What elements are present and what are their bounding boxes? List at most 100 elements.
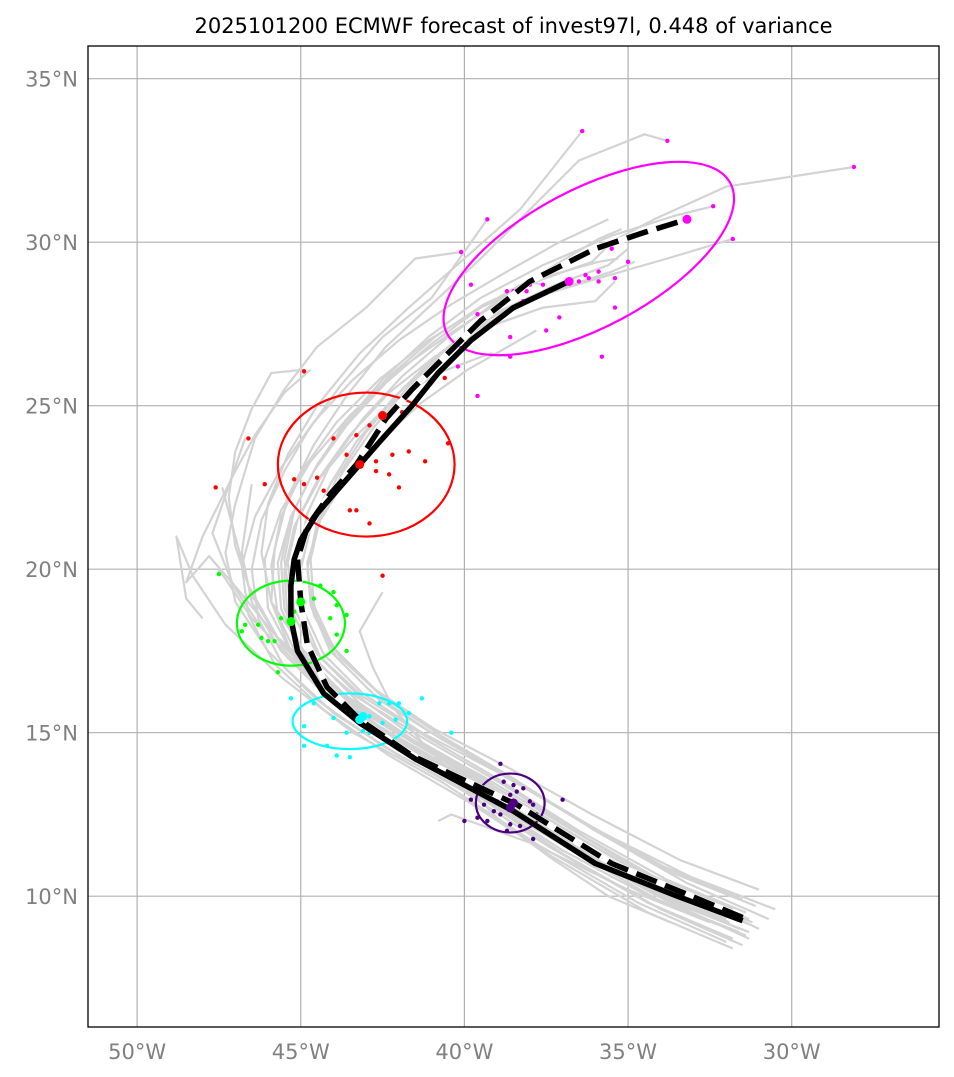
- uncertainty-ellipses: [235, 160, 736, 834]
- ensemble-position-point: [498, 761, 503, 766]
- ensemble-position-point: [301, 369, 307, 374]
- ensemble-position-point: [360, 728, 366, 734]
- ensemble-position-point: [625, 259, 631, 265]
- x-tick-label: 35°W: [599, 1040, 657, 1064]
- ensemble-position-point: [530, 802, 536, 807]
- ensemble-position-point: [730, 236, 735, 242]
- uncertainty-ellipse: [291, 692, 409, 751]
- ensemble-position-point: [367, 423, 372, 428]
- mean-position-marker: [682, 214, 692, 224]
- uncertainty-ellipse: [442, 160, 736, 357]
- ensemble-position-point: [504, 289, 510, 294]
- x-tick-label: 50°W: [108, 1040, 166, 1064]
- ensemble-position-point: [321, 488, 326, 493]
- ensemble-position-point: [599, 354, 605, 359]
- ensemble-position-point: [468, 282, 474, 287]
- ensemble-track: [358, 591, 672, 924]
- ensemble-position-point: [468, 797, 474, 802]
- mean-position-marker: [286, 617, 296, 627]
- ensemble-position-point: [331, 589, 336, 595]
- ensemble-position-point: [318, 583, 323, 588]
- mean-position-marker: [378, 411, 388, 421]
- ensemble-position-point: [377, 701, 382, 706]
- ensemble-position-point: [514, 789, 519, 794]
- ensemble-position-point: [458, 249, 464, 255]
- ensemble-position-point: [275, 670, 281, 675]
- ensemble-track: [175, 535, 727, 944]
- ensemble-position-point: [216, 571, 222, 577]
- ensemble-position-point: [396, 485, 402, 490]
- y-tick-label: 25°N: [25, 395, 78, 419]
- ensemble-position-point: [508, 792, 513, 798]
- ensemble-position-point: [422, 459, 428, 464]
- plot-frame: [87, 45, 940, 1028]
- ensemble-position-point: [301, 723, 307, 729]
- ensemble-position-point: [311, 596, 317, 601]
- ensemble-position-point: [386, 472, 392, 477]
- ensemble-position-point: [292, 477, 297, 482]
- ensemble-position-point: [242, 622, 248, 627]
- ensemble-position-point: [501, 779, 506, 784]
- ensemble-position-point: [557, 315, 562, 320]
- uncertainty-ellipse: [276, 391, 456, 538]
- ensemble-position-point: [527, 799, 533, 804]
- ensemble-position-point: [596, 269, 601, 274]
- ensemble-position-point: [367, 521, 372, 526]
- uncertainty-ellipse: [474, 772, 546, 834]
- ensemble-position-point: [530, 836, 536, 842]
- ensemble-position-point: [256, 622, 261, 627]
- ensemble-position-point: [517, 823, 523, 829]
- ensemble-position-point: [367, 714, 372, 719]
- ensemble-position-point: [511, 782, 516, 788]
- ensemble-position-point: [560, 797, 565, 802]
- ensemble-position-point: [347, 755, 353, 760]
- ensemble-position-point: [612, 275, 618, 281]
- ensemble-position-point: [393, 717, 398, 722]
- ensemble-position-point: [324, 743, 330, 748]
- ensemble-position-point: [311, 701, 317, 706]
- ensemble-position-point: [262, 481, 267, 487]
- ensemble-position-point: [396, 701, 402, 706]
- ensemble-position-point: [485, 217, 490, 222]
- ensemble-position-point: [373, 459, 379, 464]
- ensemble-position-point: [544, 328, 549, 333]
- mean-position-markers: [286, 214, 692, 813]
- chart-title: 2025101200 ECMWF forecast of invest97l, …: [194, 14, 832, 38]
- ensemble-position-point: [449, 730, 454, 735]
- ensemble-position-point: [406, 710, 411, 716]
- ensemble-position-point: [498, 812, 503, 817]
- ensemble-position-point: [508, 822, 513, 827]
- ensemble-position-point: [272, 638, 277, 644]
- ensemble-position-point: [334, 632, 339, 637]
- ensemble-position-point: [334, 753, 339, 758]
- ensemble-position-point: [331, 715, 336, 721]
- mean-position-marker: [564, 276, 574, 286]
- ensemble-position-point: [508, 334, 513, 340]
- ensemble-position-point: [580, 128, 585, 134]
- ensemble-position-point: [491, 808, 497, 814]
- ensemble-mean-track: [288, 278, 744, 924]
- ensemble-position-point: [239, 629, 245, 634]
- ensemble-position-point: [851, 164, 857, 170]
- ensemble-position-point: [344, 452, 349, 457]
- ensemble-position-point: [419, 696, 425, 701]
- y-tick-label: 35°N: [25, 68, 78, 92]
- ensemble-position-point: [380, 573, 385, 578]
- ensemble-position-point: [278, 616, 284, 621]
- mean-position-marker: [509, 798, 518, 808]
- ensemble-position-point: [331, 436, 336, 441]
- grid-lines: [88, 46, 939, 1027]
- ensemble-position-point: [213, 485, 218, 490]
- ensemble-position-point: [380, 720, 385, 726]
- ensemble-position-point: [596, 279, 601, 284]
- ensemble-position-point: [328, 616, 333, 621]
- plot-area: [175, 128, 857, 950]
- ensemble-position-point: [665, 138, 670, 144]
- ensemble-position-point: [301, 743, 307, 748]
- ensemble-positions: [213, 128, 857, 842]
- mean-tracks: [288, 216, 744, 924]
- x-tick-label: 40°W: [435, 1040, 493, 1064]
- ensemble-position-point: [583, 272, 588, 278]
- ensemble-position-point: [504, 828, 510, 833]
